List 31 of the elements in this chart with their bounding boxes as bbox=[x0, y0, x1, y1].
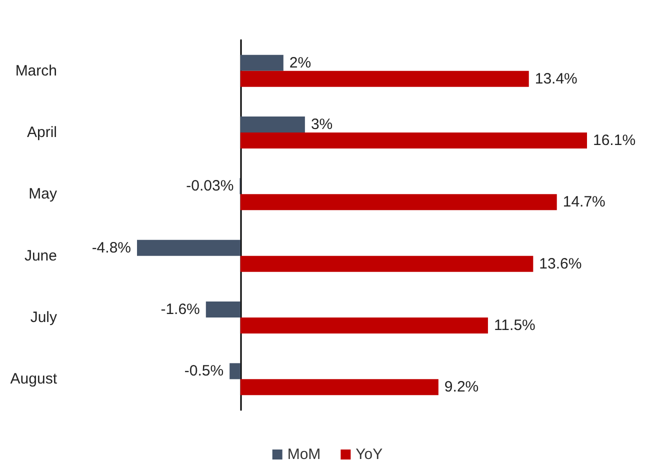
y-tick-label: August bbox=[10, 370, 58, 388]
data-label: 13.4% bbox=[534, 70, 578, 88]
y-tick-label: April bbox=[26, 124, 57, 141]
data-label: 13.6% bbox=[539, 255, 582, 272]
bar bbox=[137, 240, 240, 256]
bar bbox=[240, 379, 438, 396]
legend-label: MoM bbox=[287, 446, 321, 463]
y-tick-label: May bbox=[28, 186, 58, 203]
data-label: 11.5% bbox=[494, 317, 536, 334]
y-tick-label: July bbox=[30, 309, 58, 326]
data-label: -0.5% bbox=[184, 362, 224, 380]
bar bbox=[206, 302, 240, 318]
bar bbox=[240, 132, 587, 148]
bar bbox=[240, 194, 557, 210]
bar bbox=[240, 318, 488, 334]
data-label: 16.1% bbox=[593, 132, 636, 149]
data-label: 3% bbox=[310, 116, 333, 133]
data-label: 9.2% bbox=[444, 378, 479, 396]
bar bbox=[240, 256, 534, 272]
data-label: 2% bbox=[289, 54, 312, 72]
data-label: -1.6% bbox=[160, 301, 200, 318]
bar bbox=[240, 54, 284, 71]
bar bbox=[230, 363, 240, 380]
y-tick-label: June bbox=[24, 247, 57, 264]
bar bbox=[240, 70, 529, 87]
bar bbox=[240, 116, 305, 132]
data-label: 14.7% bbox=[562, 194, 606, 211]
y-tick-label: March bbox=[15, 62, 57, 80]
data-label: -4.8% bbox=[92, 239, 131, 256]
legend-label: YoY bbox=[356, 446, 383, 463]
data-label: -0.03% bbox=[186, 178, 234, 195]
